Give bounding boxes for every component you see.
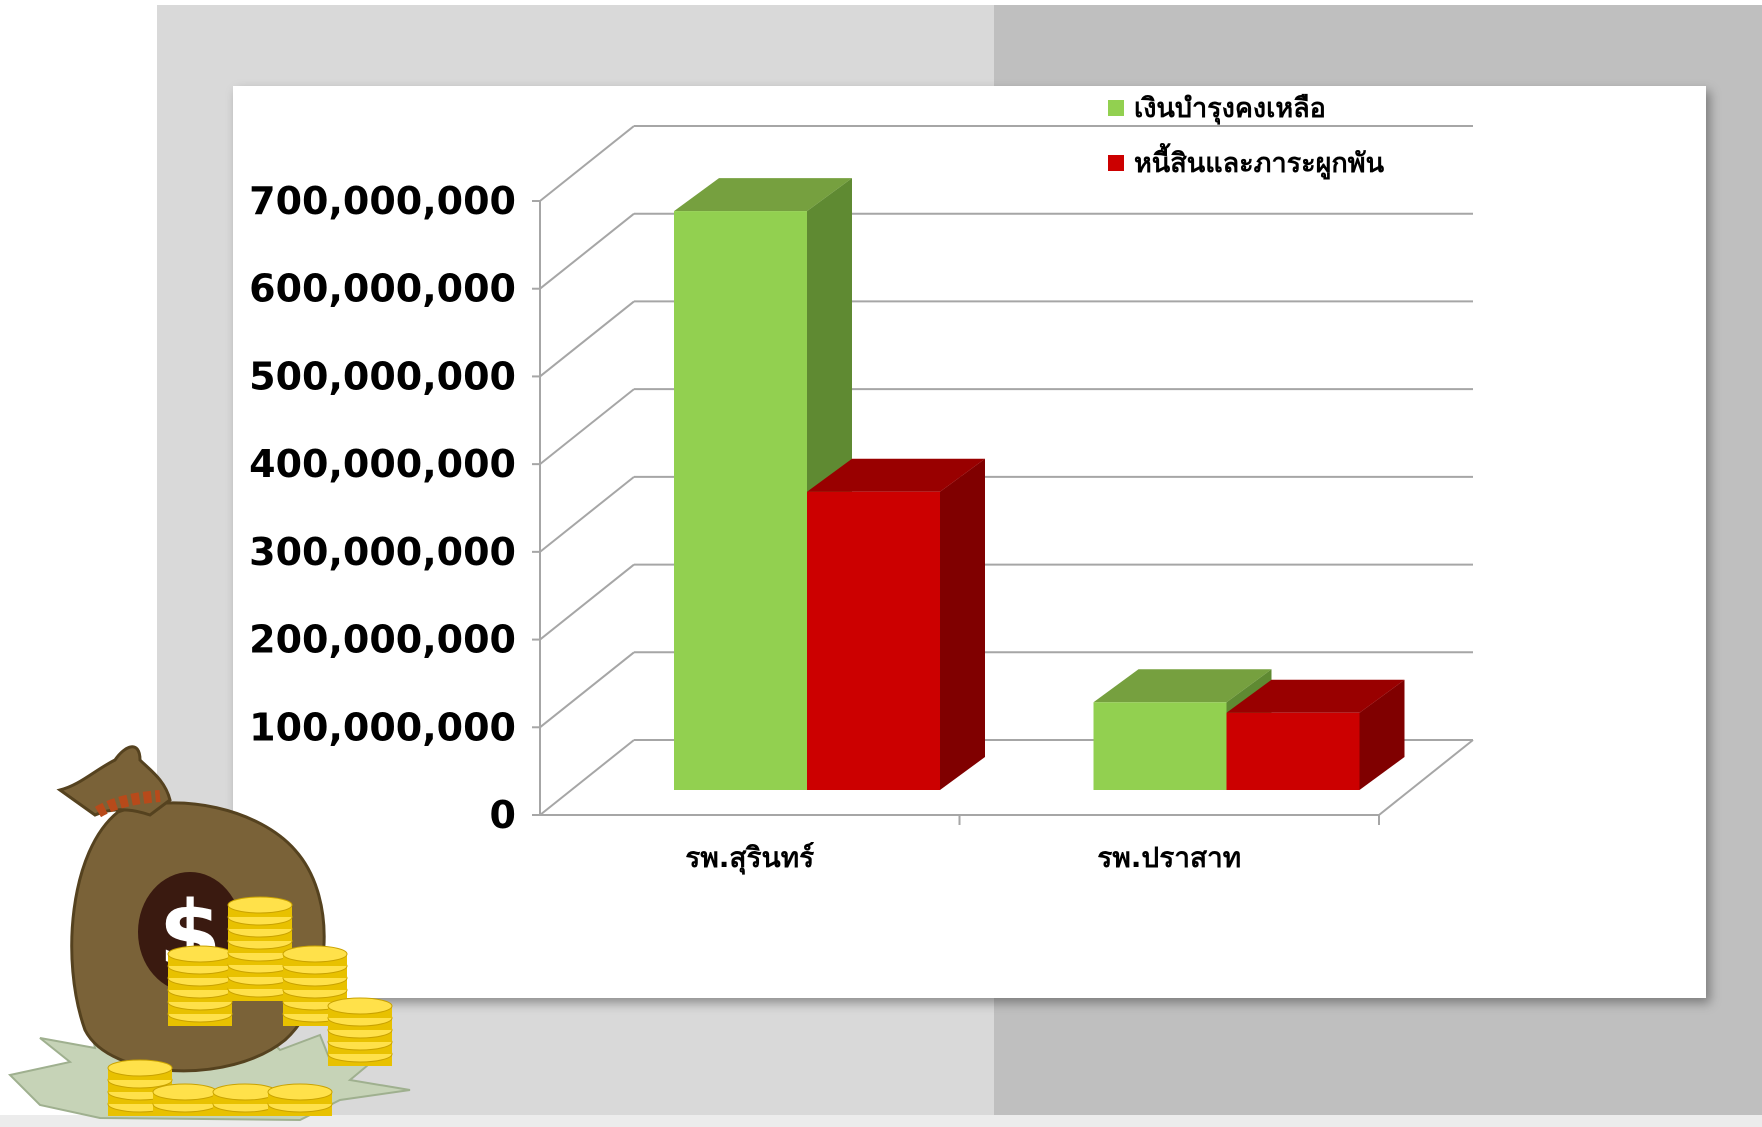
x-category-label: รพ.ปราสาท bbox=[1097, 841, 1241, 874]
bar-side bbox=[1359, 679, 1405, 790]
coin bbox=[282, 945, 348, 963]
chart: 0 100,000,000 200,000,000 300,000,000 400,00… bbox=[249, 93, 1474, 875]
y-tick-label: 0 bbox=[490, 793, 516, 837]
chart-card: 0 100,000,000 200,000,000 300,000,000 400,00… bbox=[233, 86, 1706, 998]
gridline-diagonal bbox=[539, 212, 635, 290]
coin bbox=[227, 896, 293, 914]
x-category-label: รพ.สุรินทร์ bbox=[685, 841, 814, 875]
bar-front bbox=[674, 211, 807, 791]
bag-rope bbox=[94, 790, 161, 818]
y-tick-label: 200,000,000 bbox=[249, 618, 516, 662]
coin bbox=[152, 1083, 218, 1101]
gridline-diagonal bbox=[539, 125, 635, 202]
legend-swatch bbox=[1108, 100, 1124, 116]
y-tick-label: 100,000,000 bbox=[249, 705, 516, 749]
bar-top bbox=[674, 178, 852, 212]
bar bbox=[807, 458, 985, 790]
coin bbox=[107, 1059, 173, 1077]
bar-front bbox=[1093, 702, 1227, 790]
gridline-diagonal bbox=[539, 388, 635, 465]
bar-front bbox=[1226, 712, 1360, 790]
money-bag-with-coins-icon: $ bbox=[7, 745, 411, 1122]
y-tick-label: 500,000,000 bbox=[249, 354, 516, 398]
coin bbox=[267, 1083, 333, 1101]
y-tick-label: 400,000,000 bbox=[249, 442, 516, 486]
bar bbox=[1226, 679, 1405, 790]
coin-stacks bbox=[107, 896, 393, 1116]
y-tick-label: 700,000,000 bbox=[249, 179, 516, 223]
bar-side bbox=[940, 458, 985, 790]
gridline-diagonal bbox=[539, 476, 635, 553]
bag-neck bbox=[56, 745, 172, 817]
coin bbox=[327, 997, 393, 1015]
legend-swatch bbox=[1108, 155, 1124, 171]
gridline-diagonal bbox=[539, 300, 635, 378]
legend-label: หนี้สินและภาระผูกพัน bbox=[1134, 142, 1385, 180]
y-tick-label: 600,000,000 bbox=[249, 267, 516, 311]
bar-top bbox=[1226, 679, 1405, 713]
coin bbox=[212, 1083, 278, 1101]
coin bbox=[167, 945, 233, 963]
floor-edge bbox=[1378, 739, 1474, 816]
gridline-diagonal bbox=[539, 651, 635, 729]
bottom-strip bbox=[0, 1115, 1762, 1127]
legend-label: เงินบำรุงคงเหลือ bbox=[1134, 93, 1326, 125]
gridline-diagonal bbox=[539, 563, 635, 641]
y-tick-label: 300,000,000 bbox=[249, 530, 516, 574]
gridline-diagonal bbox=[539, 739, 635, 816]
bar-top bbox=[1093, 669, 1272, 703]
bar-top bbox=[807, 458, 985, 492]
bar-front bbox=[807, 491, 940, 790]
